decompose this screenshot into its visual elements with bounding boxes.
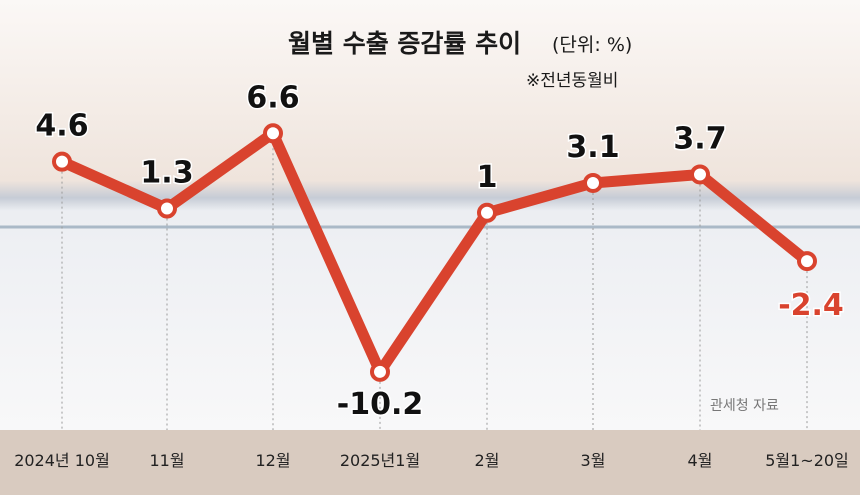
guide-lines	[61, 133, 808, 430]
yoy-note: ※전년동월비	[526, 71, 618, 91]
data-value-label: 3.7	[673, 121, 726, 156]
x-axis-band	[0, 430, 860, 495]
chart-title: 월별 수출 증감률 추이	[288, 29, 521, 58]
x-tick-label: 2월	[475, 451, 500, 470]
x-tick-label: 3월	[581, 451, 606, 470]
x-tick-label-group: 2024년 10월 11월 12월 2025년1월 2월 3월 4월 5월1~20일	[14, 451, 849, 470]
data-point-marker	[157, 198, 177, 219]
data-value-label: 1.3	[140, 156, 193, 191]
plot-background	[0, 0, 860, 430]
x-tick-label: 11월	[149, 451, 184, 470]
data-point-marker	[477, 202, 497, 223]
data-point-marker	[583, 172, 603, 193]
series-line	[56, 127, 813, 378]
data-point-marker	[52, 151, 72, 172]
data-point-marker	[370, 361, 390, 382]
data-point-marker	[797, 251, 817, 272]
data-value-label: 3.1	[566, 130, 619, 165]
x-tick-label: 4월	[688, 451, 713, 470]
data-point-marker	[263, 123, 283, 144]
data-value-label: 1	[477, 160, 498, 195]
marker-group	[52, 123, 817, 382]
x-tick-label: 2024년 10월	[14, 451, 110, 470]
data-value-label: -10.2	[337, 387, 423, 422]
unit-note: (단위: %)	[552, 34, 632, 56]
data-value-label: 4.6	[35, 109, 88, 144]
x-tick-label: 2025년1월	[340, 451, 420, 470]
x-tick-label: 12월	[255, 451, 290, 470]
source-note: 관세청 자료	[710, 398, 779, 414]
data-point-marker	[690, 164, 710, 185]
data-value-label: -2.4	[778, 288, 844, 323]
value-label-group: 4.6 1.3 6.6 -10.2 1 3.1 3.7 -2.4	[34, 79, 845, 424]
x-tick-label: 5월1~20일	[765, 451, 849, 470]
series-line-group	[56, 127, 813, 378]
data-value-label: 6.6	[246, 80, 299, 115]
